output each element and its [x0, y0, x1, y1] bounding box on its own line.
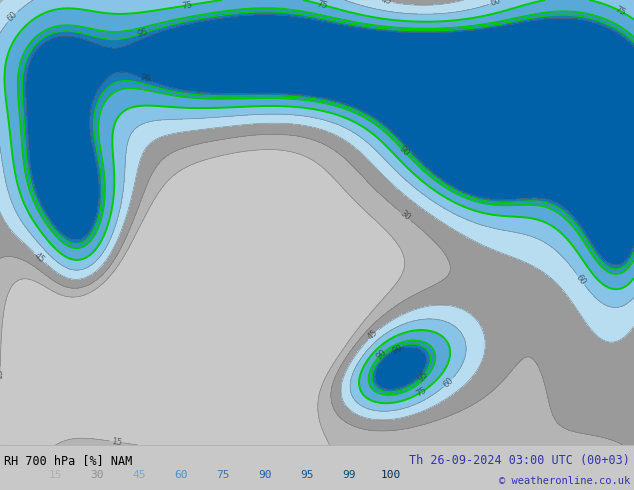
Text: 95: 95: [416, 369, 429, 383]
Text: 15: 15: [48, 470, 61, 480]
Text: 100: 100: [381, 470, 401, 480]
Text: 95: 95: [301, 470, 314, 480]
Text: 90: 90: [258, 470, 272, 480]
Text: 75: 75: [414, 386, 428, 399]
Text: 45: 45: [366, 328, 380, 342]
Text: 45: 45: [380, 0, 392, 7]
Text: 30: 30: [90, 470, 104, 480]
Text: 15: 15: [0, 368, 4, 379]
Text: 99: 99: [391, 343, 404, 356]
Text: 60: 60: [6, 10, 20, 24]
Text: Th 26-09-2024 03:00 UTC (00+03): Th 26-09-2024 03:00 UTC (00+03): [409, 454, 630, 467]
Text: 60: 60: [441, 375, 455, 390]
Text: 45: 45: [33, 250, 46, 264]
Text: 60: 60: [574, 273, 588, 287]
Text: 60: 60: [489, 0, 502, 8]
Text: 95: 95: [137, 27, 150, 39]
Text: 90: 90: [397, 144, 410, 158]
Text: 30: 30: [398, 209, 412, 222]
Text: 75: 75: [216, 470, 230, 480]
Text: 90: 90: [375, 347, 388, 361]
Text: © weatheronline.co.uk: © weatheronline.co.uk: [499, 476, 630, 486]
Text: 60: 60: [174, 470, 188, 480]
Text: RH 700 hPa [%] NAM: RH 700 hPa [%] NAM: [4, 454, 133, 467]
Text: 99: 99: [342, 470, 356, 480]
Text: 75: 75: [613, 4, 626, 17]
Text: 45: 45: [133, 470, 146, 480]
Text: 99: 99: [138, 73, 152, 85]
Text: 15: 15: [110, 437, 122, 447]
Text: 75: 75: [316, 0, 329, 11]
Text: 75: 75: [181, 0, 193, 11]
